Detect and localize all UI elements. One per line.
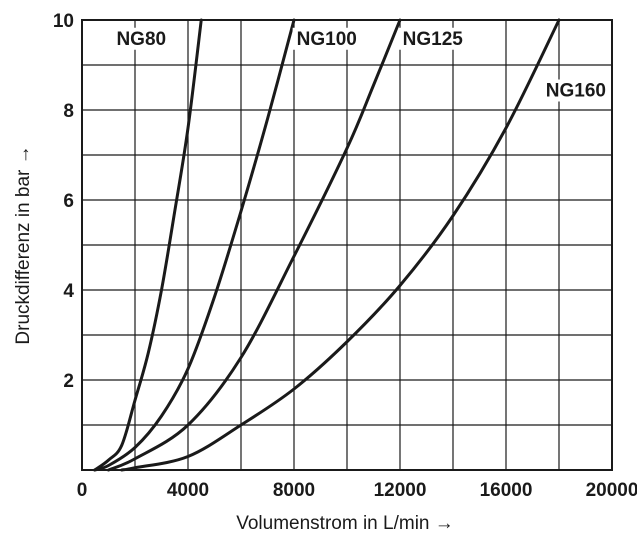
x-tick-label: 4000 <box>167 480 209 501</box>
plot-border <box>81 19 613 471</box>
series-line-ng160 <box>120 18 561 472</box>
series-label-ng100: NG100 <box>297 29 357 50</box>
series-label-ng80: NG80 <box>116 29 166 50</box>
y-tick-label: 10 <box>53 11 74 32</box>
y-tick-label: 6 <box>63 191 74 212</box>
grid <box>81 19 613 471</box>
series-label-bg <box>292 27 356 50</box>
series-line-ng80 <box>93 18 203 472</box>
series-lines <box>93 18 561 472</box>
y-tick-label: 2 <box>63 371 74 392</box>
series-label-bg <box>398 27 462 50</box>
x-tick-label: 8000 <box>273 480 315 501</box>
y-tick-label: 8 <box>63 101 74 122</box>
x-tick-label: 0 <box>77 480 88 501</box>
tick-labels: 0 4000 8000 12000 16000 20000 2 4 6 8 10 <box>53 11 637 501</box>
series-label-ng125: NG125 <box>403 29 464 50</box>
series-labels: NG80 NG100 NG125 NG160 <box>112 27 606 102</box>
series-line-ng125 <box>107 18 402 472</box>
y-tick-label: 4 <box>63 281 74 302</box>
x-tick-label: 20000 <box>586 480 637 501</box>
series-label-bg <box>541 79 605 102</box>
series-label-bg <box>112 27 165 50</box>
series-line-ng100 <box>93 18 296 472</box>
x-tick-label: 12000 <box>374 480 427 501</box>
plot-frame <box>81 19 613 471</box>
x-tick-label: 16000 <box>480 480 533 501</box>
x-axis-title: Volumenstrom in L/min → <box>236 513 454 534</box>
y-axis-title: Druckdifferenz in bar → <box>13 145 34 344</box>
series-label-ng160: NG160 <box>546 81 606 102</box>
